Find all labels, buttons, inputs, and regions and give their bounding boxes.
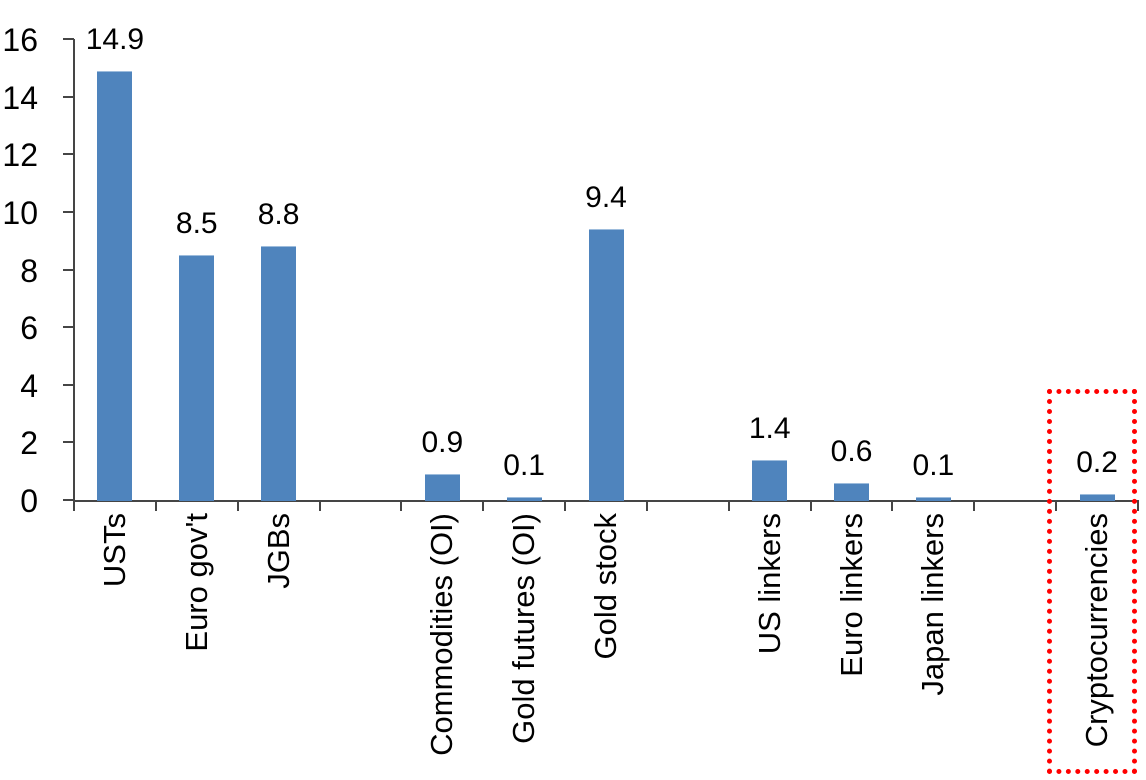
bar-value-label: 0.6 bbox=[830, 434, 873, 468]
category-label-euro-linkers: Euro linkers bbox=[833, 513, 869, 677]
category-label-gold-stock: Gold stock bbox=[588, 513, 623, 660]
x-axis-tick bbox=[318, 500, 321, 511]
y-axis bbox=[73, 39, 75, 502]
y-tick-label: 14 bbox=[2, 79, 38, 116]
y-tick-label: 4 bbox=[20, 367, 38, 404]
bar-value-label: 0.1 bbox=[503, 449, 545, 483]
y-tick-label: 12 bbox=[2, 137, 38, 174]
y-axis-tick bbox=[63, 499, 74, 501]
x-axis-tick bbox=[154, 500, 157, 511]
y-axis-tick bbox=[63, 153, 74, 156]
category-label-us-linkers: US linkers bbox=[751, 513, 787, 655]
y-tick-label: 8 bbox=[20, 252, 38, 289]
bar-commodities-oi- bbox=[424, 474, 460, 501]
y-tick-label: 10 bbox=[2, 194, 38, 231]
x-axis-tick bbox=[236, 500, 239, 511]
y-tick-label: 0 bbox=[20, 483, 38, 519]
y-tick-label: 16 bbox=[2, 22, 38, 58]
y-axis-tick bbox=[63, 383, 74, 386]
bar-us-linkers bbox=[752, 459, 788, 501]
x-axis-tick bbox=[727, 500, 730, 511]
bar-value-label: 8.8 bbox=[257, 198, 300, 232]
category-label-commodities-oi-: Commodities (OI) bbox=[424, 513, 460, 756]
bar-gold-futures-oi- bbox=[506, 497, 542, 501]
x-axis-tick bbox=[973, 500, 976, 511]
y-tick-label: 2 bbox=[20, 425, 38, 462]
category-label-jgbs: JGBs bbox=[260, 513, 296, 589]
bar-value-label: 0.2 bbox=[1076, 446, 1118, 480]
y-axis-tick bbox=[63, 38, 74, 40]
category-label-usts: USTs bbox=[96, 513, 132, 588]
y-axis-tick bbox=[63, 95, 74, 98]
bar-euro-linkers bbox=[834, 482, 870, 501]
bar-value-label: 9.4 bbox=[585, 181, 627, 215]
x-axis bbox=[73, 500, 1139, 502]
x-axis-tick bbox=[400, 500, 403, 511]
x-axis-tick bbox=[891, 500, 894, 511]
bar-value-label: 14.9 bbox=[85, 22, 145, 56]
x-axis-tick bbox=[1055, 500, 1058, 511]
bar-usts bbox=[97, 70, 133, 501]
bar-value-label: 8.5 bbox=[175, 207, 218, 241]
y-axis-tick bbox=[63, 268, 74, 271]
category-label-euro-gov-t: Euro gov't bbox=[178, 513, 214, 652]
x-axis-tick bbox=[1137, 500, 1139, 511]
x-axis-tick bbox=[809, 500, 812, 511]
x-axis-tick bbox=[73, 500, 75, 511]
x-axis-tick bbox=[482, 500, 485, 511]
y-tick-label: 6 bbox=[20, 310, 38, 347]
bar-gold-stock bbox=[588, 229, 624, 501]
bar-jgbs bbox=[261, 246, 297, 501]
bar-euro-gov-t bbox=[179, 255, 215, 501]
category-label-gold-futures-oi-: Gold futures (OI) bbox=[506, 513, 542, 744]
bar-japan-linkers bbox=[915, 497, 951, 501]
bar-value-label: 0.9 bbox=[421, 426, 464, 460]
x-axis-tick bbox=[564, 500, 567, 511]
category-label-japan-linkers: Japan linkers bbox=[915, 513, 951, 696]
bar-value-label: 0.1 bbox=[912, 449, 955, 483]
y-axis-tick bbox=[63, 441, 74, 444]
y-axis-tick bbox=[63, 326, 74, 329]
bar-cryptocurrencies bbox=[1079, 494, 1115, 501]
bar-value-label: 1.4 bbox=[748, 411, 791, 445]
x-axis-tick bbox=[645, 500, 648, 511]
highlight-box-cryptocurrencies bbox=[1047, 389, 1137, 774]
y-axis-tick bbox=[63, 210, 74, 213]
